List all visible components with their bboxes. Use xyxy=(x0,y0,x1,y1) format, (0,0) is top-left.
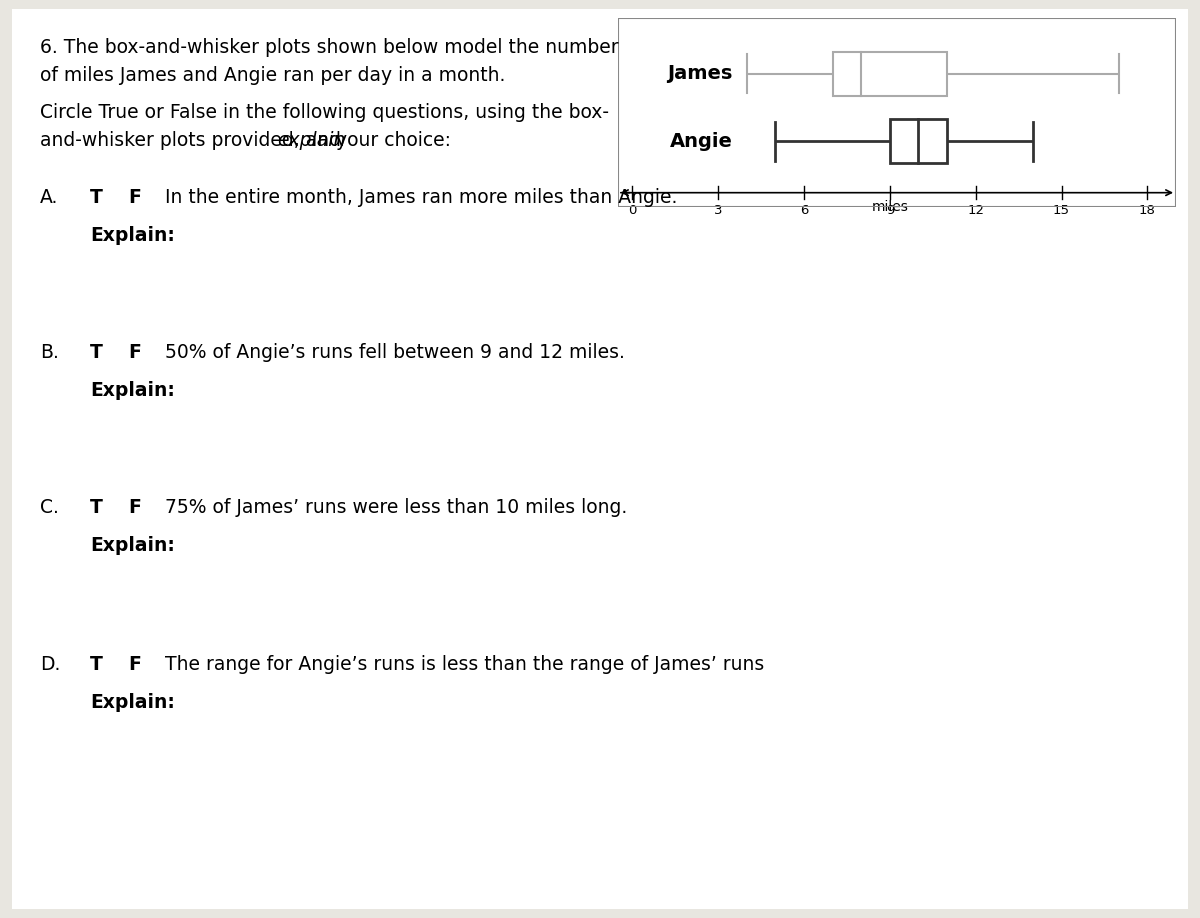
Text: F: F xyxy=(128,498,140,517)
Text: 15: 15 xyxy=(1054,204,1070,217)
Text: and-whisker plots provided, and: and-whisker plots provided, and xyxy=(40,131,347,150)
Bar xyxy=(890,119,947,163)
Text: T: T xyxy=(90,498,103,517)
Bar xyxy=(618,18,1176,207)
Text: T: T xyxy=(90,655,103,674)
Text: D.: D. xyxy=(40,655,60,674)
Text: In the entire month, James ran more miles than Angie.: In the entire month, James ran more mile… xyxy=(166,188,677,207)
Text: F: F xyxy=(128,343,140,362)
Text: A.: A. xyxy=(40,188,59,207)
Text: 9: 9 xyxy=(886,204,894,217)
Text: F: F xyxy=(128,655,140,674)
Text: 18: 18 xyxy=(1139,204,1156,217)
Bar xyxy=(833,52,947,95)
Text: The range for Angie’s runs is less than the range of James’ runs: The range for Angie’s runs is less than … xyxy=(166,655,764,674)
Text: 6: 6 xyxy=(800,204,808,217)
Text: 3: 3 xyxy=(714,204,722,217)
Text: explain: explain xyxy=(277,131,346,150)
Text: Circle True or False in the following questions, using the box-: Circle True or False in the following qu… xyxy=(40,103,610,122)
Text: 50% of Angie’s runs fell between 9 and 12 miles.: 50% of Angie’s runs fell between 9 and 1… xyxy=(166,343,625,362)
Text: Explain:: Explain: xyxy=(90,536,175,555)
Text: C.: C. xyxy=(40,498,59,517)
Text: your choice:: your choice: xyxy=(330,131,450,150)
Text: Explain:: Explain: xyxy=(90,226,175,245)
Text: T: T xyxy=(90,343,103,362)
Text: of miles James and Angie ran per day in a month.: of miles James and Angie ran per day in … xyxy=(40,66,505,85)
Text: Explain:: Explain: xyxy=(90,381,175,400)
Text: 0: 0 xyxy=(628,204,636,217)
Text: 75% of James’ runs were less than 10 miles long.: 75% of James’ runs were less than 10 mil… xyxy=(166,498,628,517)
Text: F: F xyxy=(128,188,140,207)
Text: miles: miles xyxy=(871,200,908,215)
Text: 12: 12 xyxy=(967,204,984,217)
Text: B.: B. xyxy=(40,343,59,362)
Text: 6. The box-and-whisker plots shown below model the number: 6. The box-and-whisker plots shown below… xyxy=(40,38,619,57)
Text: Angie: Angie xyxy=(670,131,732,151)
Text: James: James xyxy=(667,64,732,84)
Text: Explain:: Explain: xyxy=(90,693,175,712)
Text: T: T xyxy=(90,188,103,207)
